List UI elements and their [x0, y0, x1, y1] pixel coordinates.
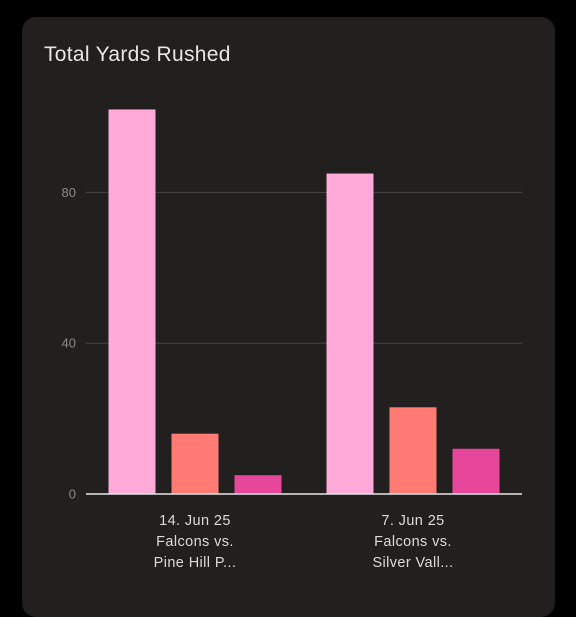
x-tick-label: 7. Jun 25	[381, 513, 444, 529]
x-tick-label: Pine Hill P...	[154, 555, 237, 571]
bar	[171, 433, 219, 494]
x-tick-label: Falcons vs.	[374, 534, 452, 550]
y-tick-label: 80	[62, 185, 76, 200]
y-tick-label: 0	[69, 487, 76, 502]
bar-chart: 0 40 80 14. Jun 25 Falcons vs. Pine Hill P...…	[62, 109, 522, 571]
bar	[326, 173, 374, 495]
y-tick-label: 40	[62, 336, 76, 351]
bar	[108, 109, 156, 495]
x-tick-label: Silver Vall...	[372, 555, 453, 571]
chart-card: Total Yards Rushed 0 40 80 14. Jun 25 Falcon…	[22, 17, 555, 617]
bar	[389, 407, 437, 494]
x-tick-label: Falcons vs.	[156, 534, 234, 550]
x-tick-label: 14. Jun 25	[159, 513, 231, 529]
bar	[234, 475, 282, 494]
bar	[452, 448, 500, 494]
chart-title: Total Yards Rushed	[44, 43, 231, 66]
